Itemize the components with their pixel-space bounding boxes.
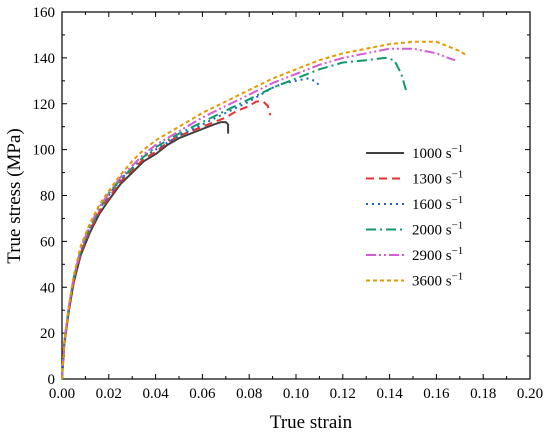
y-tick-label: 100 <box>33 143 56 159</box>
x-tick-label: 0.08 <box>236 386 262 402</box>
x-axis-title: True strain <box>270 412 353 433</box>
legend-label-1000: 1000 s−1 <box>412 143 463 162</box>
y-tick-label: 20 <box>40 326 55 342</box>
legend-label-2900: 2900 s−1 <box>412 245 463 264</box>
x-tick-label: 0.02 <box>96 386 122 402</box>
x-tick-label: 0.10 <box>283 386 309 402</box>
y-tick-label: 40 <box>40 280 55 296</box>
x-tick-label: 0.00 <box>49 386 75 402</box>
legend: 1000 s−1 1300 s−1 1600 s−1 2000 s−1 2900 s−1… <box>366 143 463 290</box>
x-tick-label: 0.14 <box>376 386 403 402</box>
y-tick-label: 60 <box>40 234 55 250</box>
series-line-2900 <box>61 47 456 380</box>
x-tick-label: 0.04 <box>142 386 169 402</box>
y-tick-label: 80 <box>40 189 55 205</box>
x-tick-label: 0.12 <box>330 386 356 402</box>
x-tick-label: 0.16 <box>423 386 450 402</box>
legend-label-1600: 1600 s−1 <box>412 194 463 213</box>
y-tick-label: 160 <box>33 5 56 21</box>
series-line-3600 <box>61 40 468 380</box>
y-tick-label: 120 <box>33 97 56 113</box>
y-tick-label: 0 <box>48 372 56 388</box>
legend-label-2000: 2000 s−1 <box>412 220 463 239</box>
y-axis-title: True stress (MPa) <box>4 128 25 263</box>
axes: 0.00 0.02 0.04 0.06 0.08 0.10 0.12 0.14 0.16 0.18… <box>33 5 544 402</box>
x-tick-label: 0.18 <box>470 386 496 402</box>
x-tick-label: 0.20 <box>517 386 543 402</box>
series-line-1000 <box>61 121 230 380</box>
y-tick-label: 140 <box>33 51 56 67</box>
legend-label-3600: 3600 s−1 <box>412 271 463 290</box>
legend-label-1300: 1300 s−1 <box>412 169 463 188</box>
series-line-2000 <box>61 56 407 380</box>
series-lines <box>61 40 468 380</box>
x-tick-label: 0.06 <box>189 386 216 402</box>
